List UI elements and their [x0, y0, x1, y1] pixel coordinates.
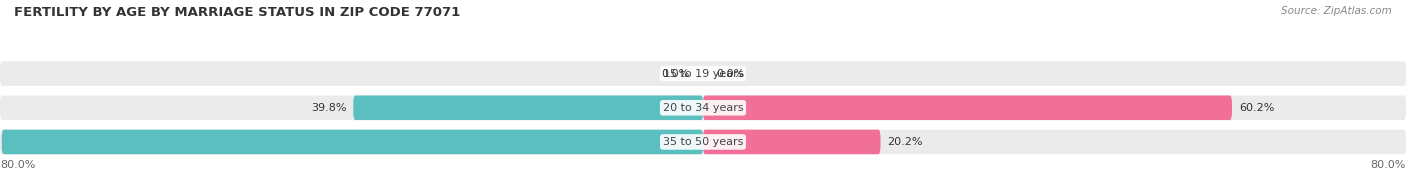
Text: 20 to 34 years: 20 to 34 years: [662, 103, 744, 113]
FancyBboxPatch shape: [703, 95, 1232, 120]
Text: 80.0%: 80.0%: [1371, 160, 1406, 170]
Text: Source: ZipAtlas.com: Source: ZipAtlas.com: [1281, 6, 1392, 16]
FancyBboxPatch shape: [0, 130, 1406, 154]
Text: 0.0%: 0.0%: [716, 69, 744, 79]
Text: 35 to 50 years: 35 to 50 years: [662, 137, 744, 147]
FancyBboxPatch shape: [0, 61, 1406, 86]
Text: 20.2%: 20.2%: [887, 137, 922, 147]
FancyBboxPatch shape: [353, 95, 703, 120]
FancyBboxPatch shape: [0, 95, 1406, 120]
FancyBboxPatch shape: [1, 130, 703, 154]
Text: 60.2%: 60.2%: [1239, 103, 1274, 113]
Text: 80.0%: 80.0%: [0, 160, 35, 170]
Text: 0.0%: 0.0%: [662, 69, 690, 79]
Text: 39.8%: 39.8%: [311, 103, 346, 113]
Text: 15 to 19 years: 15 to 19 years: [662, 69, 744, 79]
Text: FERTILITY BY AGE BY MARRIAGE STATUS IN ZIP CODE 77071: FERTILITY BY AGE BY MARRIAGE STATUS IN Z…: [14, 6, 460, 19]
FancyBboxPatch shape: [703, 130, 880, 154]
